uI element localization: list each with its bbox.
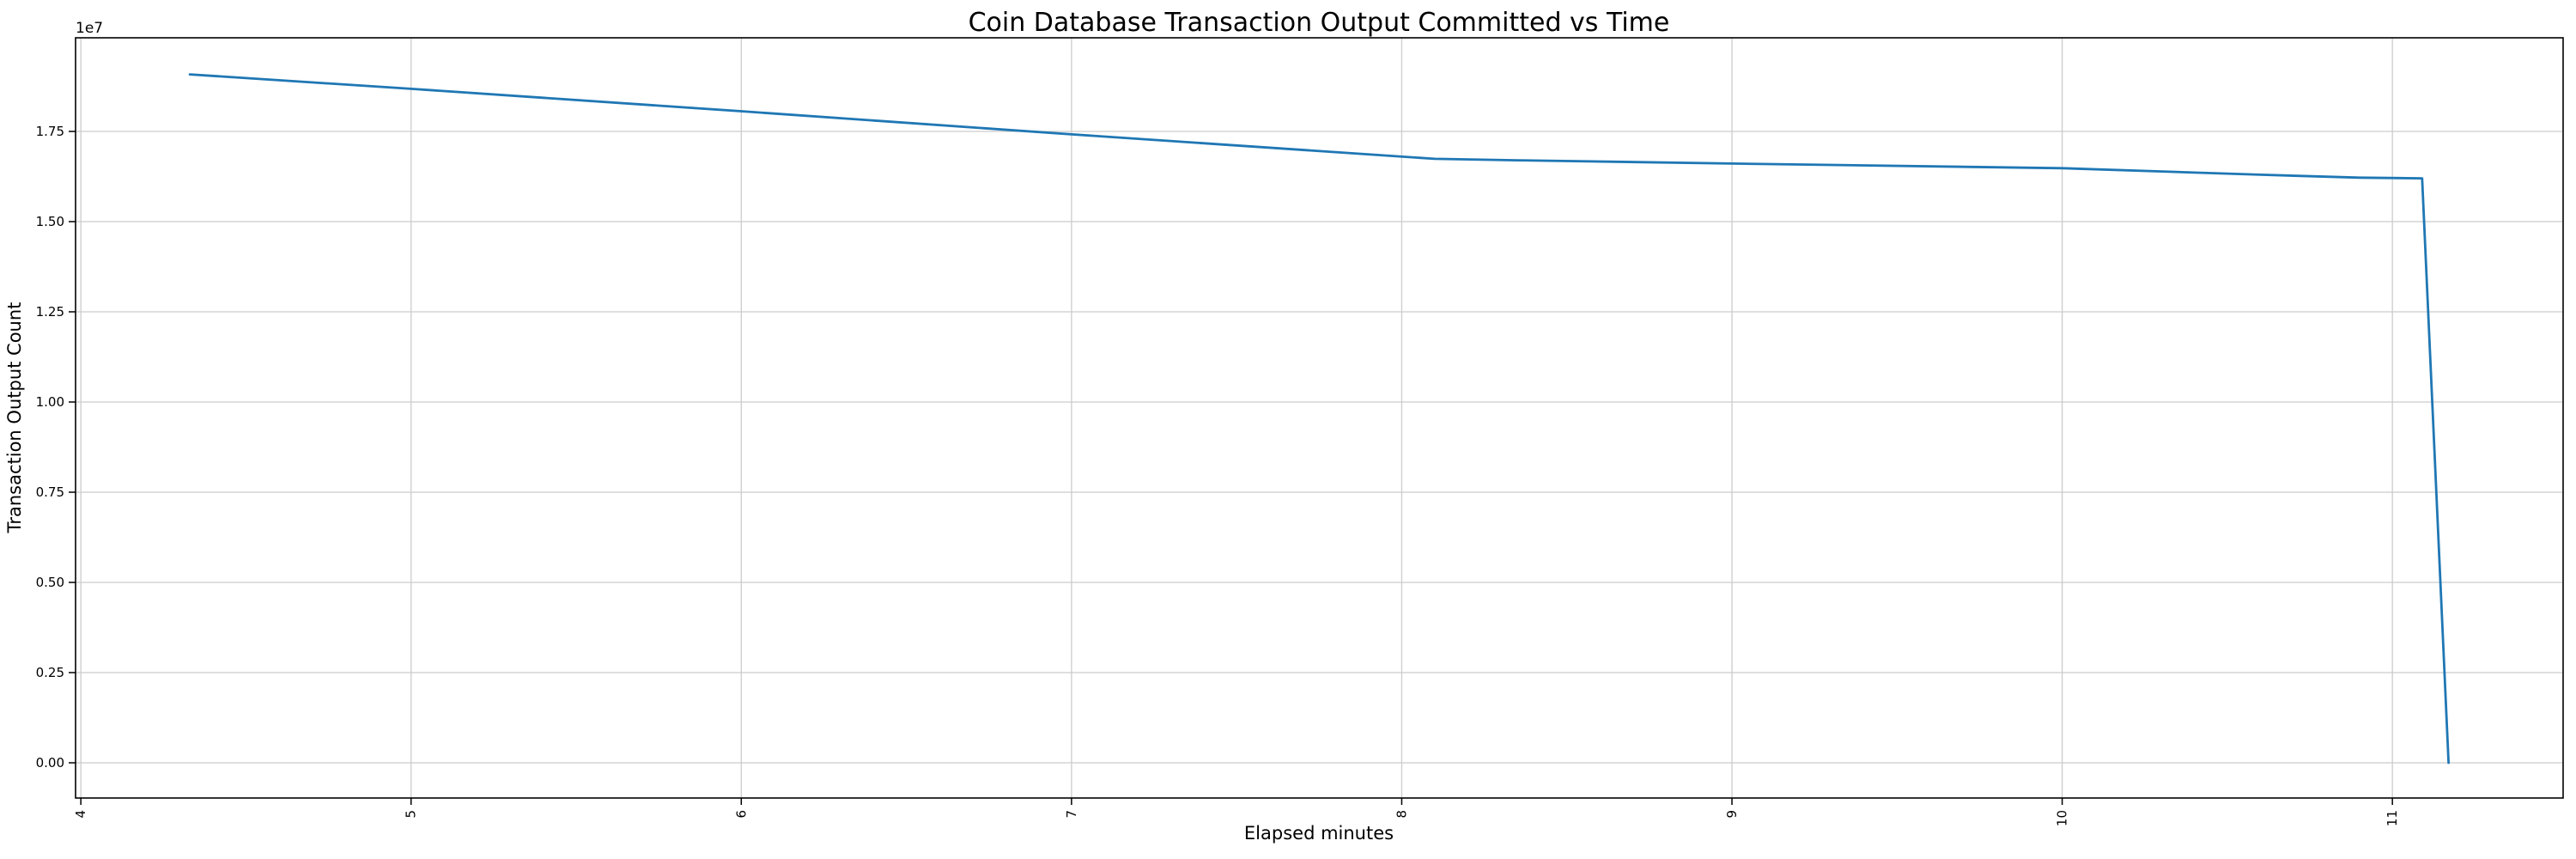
y-tick-label: 0.00	[36, 755, 64, 771]
y-tick-label: 0.25	[36, 665, 64, 680]
x-tick-label: 6	[733, 810, 749, 819]
y-tick-label: 1.00	[36, 394, 64, 410]
x-axis-label: Elapsed minutes	[1244, 823, 1394, 844]
y-tick-label: 0.50	[36, 575, 64, 590]
y-tick-label: 1.25	[36, 304, 64, 320]
y-tick-label: 1.50	[36, 214, 64, 229]
y-axis-offset-label: 1e7	[76, 20, 103, 37]
x-tick-label: 10	[2055, 810, 2070, 826]
x-tick-label: 7	[1064, 810, 1079, 819]
data-series	[188, 73, 2451, 765]
x-tick-label: 5	[404, 810, 419, 819]
x-tick-label: 4	[73, 810, 88, 819]
chart-title: Coin Database Transaction Output Committ…	[969, 8, 1670, 38]
x-tick-label: 8	[1394, 810, 1409, 819]
data-line	[188, 73, 2451, 765]
plot-spines	[75, 37, 2564, 799]
axis-ticks: 4 5 6 7 8 9 10 11 0.00 0.25 0.50 0.75 1.00 1.25 1.50 1.…	[36, 124, 2401, 826]
x-tick-label: 9	[1724, 810, 1740, 819]
y-tick-label: 1.75	[36, 124, 64, 139]
x-tick-label: 11	[2385, 810, 2400, 826]
y-axis-label: Transaction Output Count	[4, 302, 25, 534]
y-tick-label: 0.75	[36, 484, 64, 500]
